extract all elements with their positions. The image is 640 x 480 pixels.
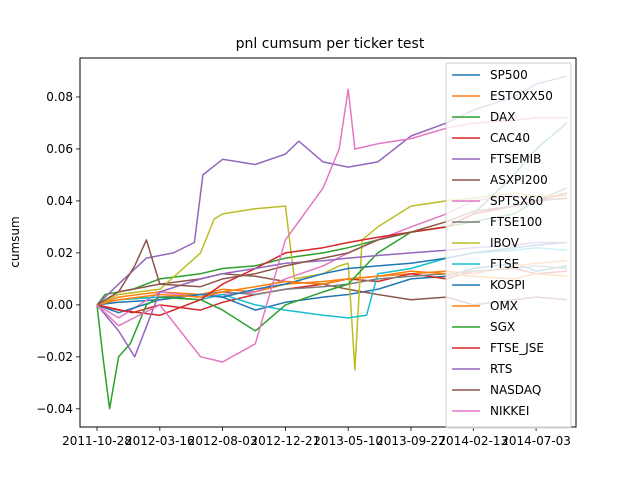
y-axis: −0.04 −0.02 0.00 0.02 0.04 0.06 0.08 (36, 90, 80, 416)
x-tick-label: 2012-12-21 (251, 434, 321, 448)
y-tick-label: 0.08 (46, 90, 73, 104)
y-tick-label: −0.02 (36, 350, 73, 364)
legend-label: SP500 (490, 68, 528, 82)
x-tick-label: 2014-02-13 (438, 434, 508, 448)
legend-label: FTSE (490, 257, 519, 271)
legend-label: FTSE100 (490, 215, 542, 229)
y-axis-title: cumsum (8, 216, 22, 267)
chart-title: pnl cumsum per ticker test (236, 36, 425, 52)
axes-frame (79, 57, 577, 428)
legend-label: DAX (490, 110, 515, 124)
legend-label: KOSPI (490, 278, 525, 292)
y-tick-label: 0.04 (46, 194, 73, 208)
y-tick-label: 0.02 (46, 246, 73, 260)
y-tick-label: 0.06 (46, 142, 73, 156)
legend-label: FTSEMIB (490, 152, 541, 166)
legend-label: ESTOXX50 (490, 89, 553, 103)
legend: SP500 ESTOXX50 DAX CAC40 FTSEMIB ASXPI200 SPTS… (445, 62, 572, 429)
x-tick-label: 2011-10-28 (62, 434, 132, 448)
x-tick-label: 2013-05-10 (313, 434, 383, 448)
x-tick-label: 2014-07-03 (501, 434, 571, 448)
x-axis: 2011-10-282012-03-162012-08-032012-12-21… (62, 427, 571, 448)
y-tick-label: −0.04 (36, 402, 73, 416)
x-tick-label: 2012-03-16 (125, 434, 195, 448)
legend-box (445, 62, 572, 429)
y-tick-label: 0.00 (46, 298, 73, 312)
legend-label: NIKKEI (490, 404, 529, 418)
legend-label: CAC40 (490, 131, 530, 145)
legend-label: NASDAQ (490, 383, 541, 397)
legend-label: SPTSX60 (490, 194, 543, 208)
legend-label: FTSE_JSE (490, 341, 544, 355)
legend-label: SGX (490, 320, 515, 334)
x-tick-label: 2013-09-27 (376, 434, 446, 448)
legend-label: OMX (490, 299, 518, 313)
x-tick-label: 2012-08-03 (188, 434, 258, 448)
legend-label: IBOV (490, 236, 520, 250)
legend-label: RTS (490, 362, 512, 376)
legend-label: ASXPI200 (490, 173, 548, 187)
